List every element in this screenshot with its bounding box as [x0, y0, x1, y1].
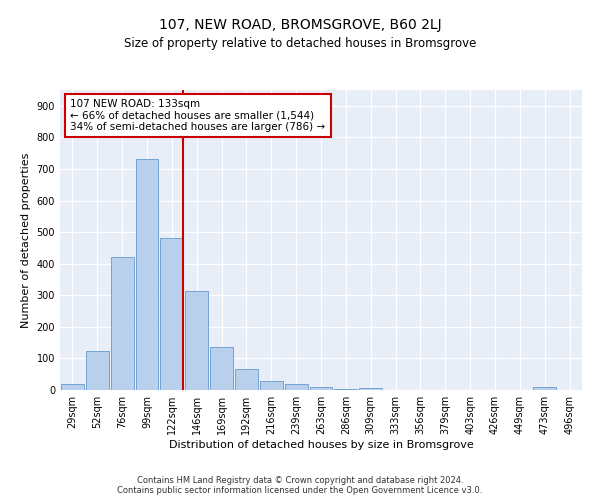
Text: Contains HM Land Registry data © Crown copyright and database right 2024.
Contai: Contains HM Land Registry data © Crown c…: [118, 476, 482, 495]
Bar: [260, 382, 283, 390]
Bar: [185, 291, 208, 390]
Bar: [359, 388, 382, 390]
Bar: [111, 258, 134, 390]
Y-axis label: Number of detached properties: Number of detached properties: [21, 152, 31, 328]
Bar: [61, 384, 84, 390]
Bar: [285, 384, 308, 390]
Bar: [235, 370, 258, 390]
Text: 107 NEW ROAD: 133sqm
← 66% of detached houses are smaller (1,544)
34% of semi-de: 107 NEW ROAD: 133sqm ← 66% of detached h…: [70, 99, 326, 132]
Bar: [136, 160, 158, 390]
X-axis label: Distribution of detached houses by size in Bromsgrove: Distribution of detached houses by size …: [169, 440, 473, 450]
Bar: [334, 389, 357, 390]
Bar: [210, 348, 233, 390]
Bar: [160, 238, 183, 390]
Text: Size of property relative to detached houses in Bromsgrove: Size of property relative to detached ho…: [124, 38, 476, 51]
Bar: [310, 388, 332, 390]
Text: 107, NEW ROAD, BROMSGROVE, B60 2LJ: 107, NEW ROAD, BROMSGROVE, B60 2LJ: [158, 18, 442, 32]
Bar: [86, 352, 109, 390]
Bar: [533, 387, 556, 390]
